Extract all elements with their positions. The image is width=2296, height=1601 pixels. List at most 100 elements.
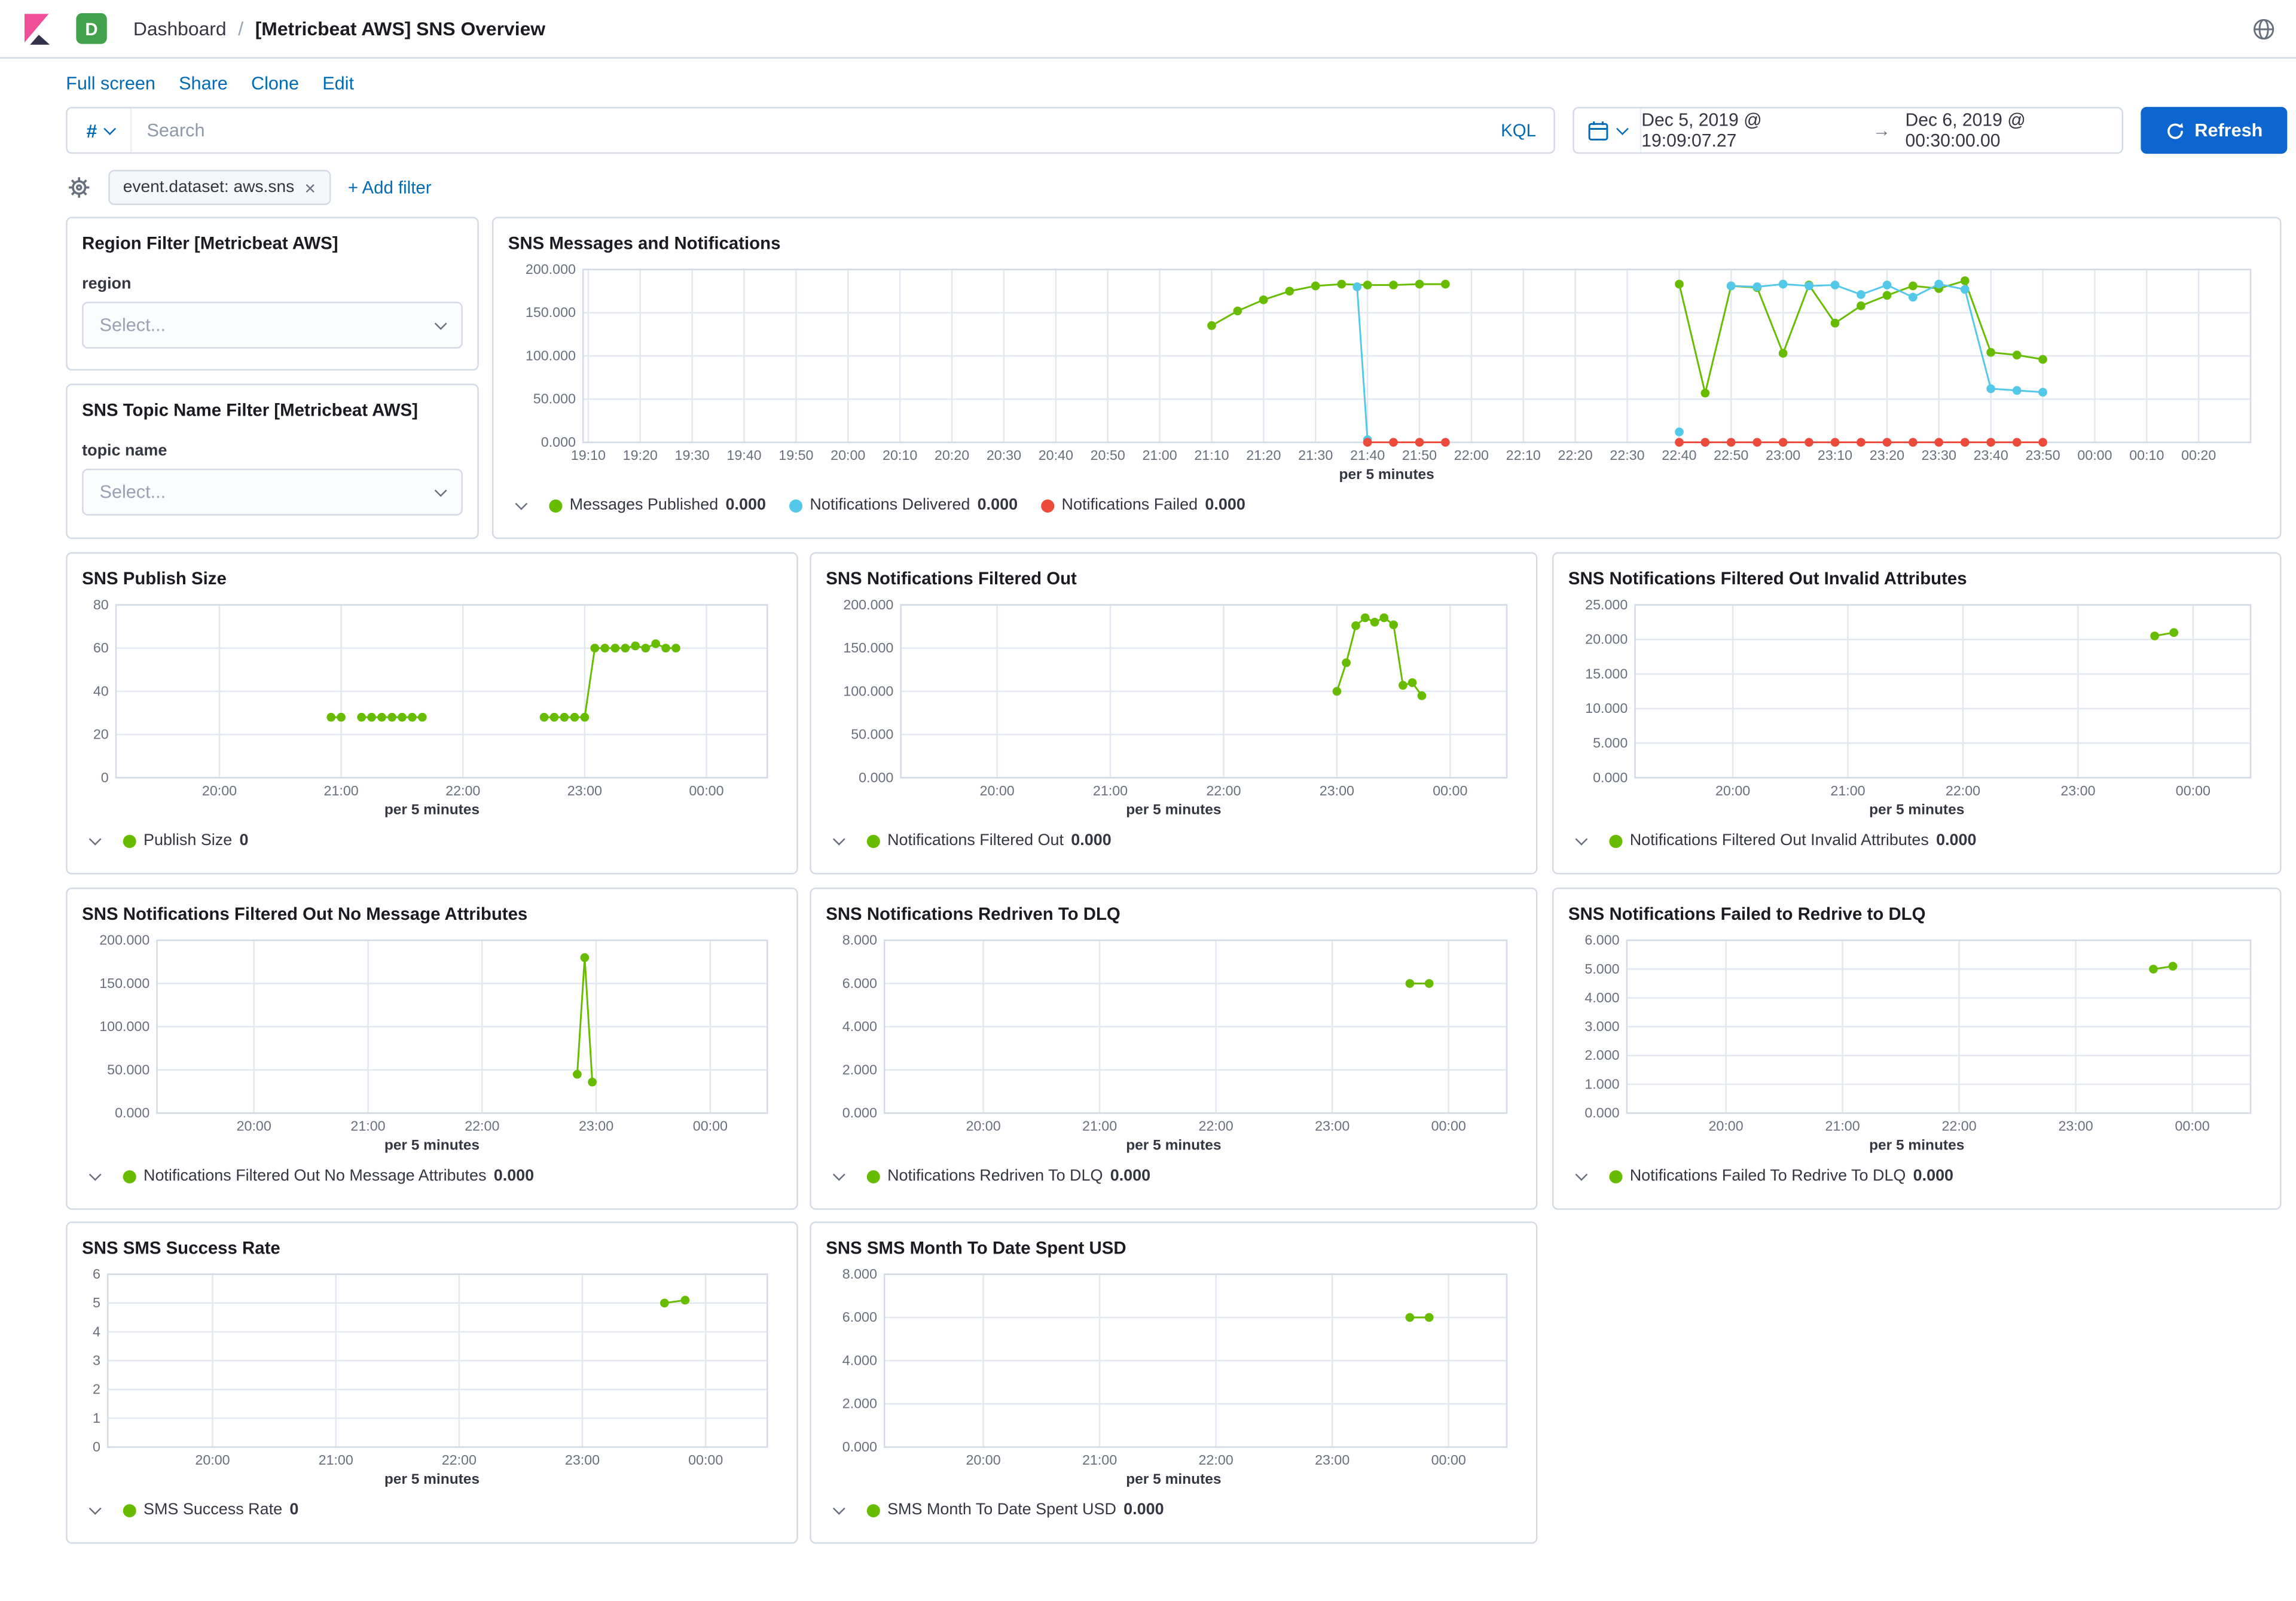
line-chart[interactable]: 20:00 21:00 22:00 23:00 00:00 0.000 1.000 2.000… [1568,932,2266,1137]
line-chart[interactable]: 20:00 21:00 22:00 23:00 00:00 0.000 2.000 4.000… [826,1265,1521,1471]
line-chart[interactable]: 20:00 21:00 22:00 23:00 00:00 0.000 5.000 10.00… [1568,596,2266,801]
chart-canvas[interactable]: 20:00 21:00 22:00 23:00 00:00 0.000 50.000 100.… [82,932,782,1137]
line-chart[interactable]: 19:10 19:20 19:30 19:40 19:50 20:00 20:10 20:20… [508,261,2266,466]
panel-title[interactable]: SNS Messages and Notifications [508,233,781,254]
svg-text:21:10: 21:10 [1194,447,1229,463]
svg-text:23:00: 23:00 [2060,783,2095,798]
svg-text:20:40: 20:40 [1039,447,1073,463]
chart-canvas[interactable]: 20:00 21:00 22:00 23:00 00:00 0 20 40 60 80 [82,596,782,801]
filter-options-gear-icon[interactable] [68,176,91,199]
legend-item[interactable]: Publish Size 0 [123,832,249,849]
help-icon[interactable] [2252,17,2276,40]
legend-toggle-chevron-icon[interactable] [832,1502,845,1516]
calendar-icon [1588,120,1608,140]
topic-name-select[interactable]: Select... [82,468,463,516]
svg-text:8.000: 8.000 [842,932,877,948]
svg-text:50.000: 50.000 [107,1062,149,1077]
legend-item[interactable]: Notifications Filtered Out 0.000 [866,832,1112,850]
svg-text:0.000: 0.000 [115,1105,149,1121]
date-range: Dec 5, 2019 @ 19:09:07.27 → Dec 6, 2019 … [1641,110,2121,151]
legend-value: 0.000 [493,1167,535,1185]
kibana-logo[interactable] [17,10,56,48]
legend-item[interactable]: Messages Published 0.000 [549,496,766,514]
chart-canvas[interactable]: 20:00 21:00 22:00 23:00 00:00 0.000 2.000 4.000… [826,1265,1521,1471]
legend-item[interactable]: SMS Month To Date Spent USD 0.000 [866,1501,1164,1519]
remove-filter-icon[interactable]: × [304,176,316,199]
legend-item[interactable]: Notifications Redriven To DLQ 0.000 [866,1167,1150,1185]
chart-canvas[interactable]: 20:00 21:00 22:00 23:00 00:00 0.000 2.000 4.000… [826,932,1521,1137]
panel-title[interactable]: SNS Notifications Failed to Redrive to D… [1568,904,1926,925]
legend-toggle-chevron-icon[interactable] [88,1502,102,1516]
panel-title[interactable]: SNS SMS Month To Date Spent USD [826,1237,1126,1258]
share-link[interactable]: Share [179,73,228,94]
x-axis-caption: per 5 minutes [1126,1138,1222,1154]
panel-title[interactable]: SNS Notifications Filtered Out No Messag… [82,904,528,925]
line-chart[interactable]: 20:00 21:00 22:00 23:00 00:00 0.000 50.000 100.… [826,596,1521,801]
region-select[interactable]: Select... [82,301,463,349]
end-date-button[interactable]: Dec 6, 2019 @ 00:30:00.00 [1905,109,2026,151]
svg-text:1: 1 [93,1410,100,1426]
clone-link[interactable]: Clone [251,73,300,94]
svg-text:0.000: 0.000 [842,1439,877,1454]
legend-color-dot [866,834,880,847]
legend-label: Notifications Redriven To DLQ [887,1167,1103,1185]
quick-select-date-button[interactable] [1574,108,1642,153]
chart-canvas[interactable]: 20:00 21:00 22:00 23:00 00:00 0.000 50.000 100.… [826,596,1521,801]
legend-toggle-chevron-icon[interactable] [515,498,528,511]
chart-canvas[interactable]: 20:00 21:00 22:00 23:00 00:00 0.000 5.000 10.00… [1568,596,2266,801]
date-range-picker: Dec 5, 2019 @ 19:09:07.27 → Dec 6, 2019 … [1573,106,2124,154]
full-screen-link[interactable]: Full screen [66,73,155,94]
breadcrumb-dashboard[interactable]: Dashboard [133,17,227,40]
panel-title[interactable]: SNS SMS Success Rate [82,1237,280,1258]
svg-text:0: 0 [101,770,109,785]
chevron-down-icon [434,317,447,330]
chart-canvas[interactable]: 20:00 21:00 22:00 23:00 00:00 0 1 2 3 4 5 6 [82,1265,782,1471]
kql-toggle[interactable]: KQL [1501,120,1536,141]
legend-toggle-chevron-icon[interactable] [832,1168,845,1182]
legend-toggle-chevron-icon[interactable] [1575,1168,1588,1182]
refresh-button[interactable]: Refresh [2141,106,2288,154]
legend-toggle-chevron-icon[interactable] [88,832,102,847]
line-chart[interactable]: 20:00 21:00 22:00 23:00 00:00 0.000 50.000 100.… [82,932,782,1137]
line-chart[interactable]: 20:00 21:00 22:00 23:00 00:00 0 1 2 3 4 5 6 [82,1265,782,1471]
line-chart[interactable]: 20:00 21:00 22:00 23:00 00:00 0.000 2.000 4.000… [826,932,1521,1137]
panel-title[interactable]: Region Filter [Metricbeat AWS] [82,233,338,254]
legend-label: Messages Published [569,496,719,514]
edit-link[interactable]: Edit [322,73,354,94]
legend-item[interactable]: Notifications Delivered 0.000 [789,496,1018,514]
svg-text:20:00: 20:00 [980,783,1015,798]
panel-title[interactable]: SNS Notifications Redriven To DLQ [826,904,1120,925]
legend-item[interactable]: Notifications Filtered Out Invalid Attri… [1609,832,1977,849]
legend-toggle-chevron-icon[interactable] [1575,832,1588,847]
legend-item[interactable]: Notifications Filtered Out No Message At… [123,1167,534,1185]
svg-text:0.000: 0.000 [859,770,893,785]
legend-toggle-chevron-icon[interactable] [832,832,845,847]
svg-text:200.000: 200.000 [526,261,576,277]
panel-title[interactable]: SNS Publish Size [82,568,227,589]
space-avatar[interactable]: D [76,13,107,44]
saved-query-menu-button[interactable]: # [68,108,132,153]
filter-pill[interactable]: event.dataset: aws.sns × [108,170,331,205]
add-filter-link[interactable]: + Add filter [347,177,432,198]
panel-sms-success-rate: SNS SMS Success Rate 20:00 21:00 22:00 23:0… [66,1221,798,1544]
svg-text:21:00: 21:00 [350,1118,385,1134]
svg-text:00:00: 00:00 [2077,447,2112,463]
chart-canvas[interactable]: 19:10 19:20 19:30 19:40 19:50 20:00 20:10 20:20… [508,261,2266,466]
panel-title[interactable]: SNS Topic Name Filter [Metricbeat AWS] [82,400,418,420]
arrow-right-icon: → [1872,120,1891,141]
legend-item[interactable]: SMS Success Rate 0 [123,1501,298,1519]
panel-title[interactable]: SNS Notifications Filtered Out Invalid A… [1568,568,1967,589]
legend-label: Notifications Filtered Out [887,832,1064,850]
svg-text:20:00: 20:00 [1708,1118,1743,1134]
chart-canvas[interactable]: 20:00 21:00 22:00 23:00 00:00 0.000 1.000 2.000… [1568,932,2266,1137]
line-chart[interactable]: 20:00 21:00 22:00 23:00 00:00 0 20 40 60 80 [82,596,782,801]
legend-label: SMS Month To Date Spent USD [887,1501,1116,1519]
legend-item[interactable]: Notifications Failed 0.000 [1041,496,1245,514]
legend-item[interactable]: Notifications Failed To Redrive To DLQ 0.… [1609,1167,1953,1185]
panel-title[interactable]: SNS Notifications Filtered Out [826,568,1077,589]
start-date-button[interactable]: Dec 5, 2019 @ 19:09:07.27 [1641,109,1762,151]
svg-text:19:30: 19:30 [675,447,710,463]
legend-toggle-chevron-icon[interactable] [88,1168,102,1182]
search-input[interactable] [132,120,1483,141]
chart-legend: Notifications Filtered Out Invalid Attri… [1568,832,2266,849]
